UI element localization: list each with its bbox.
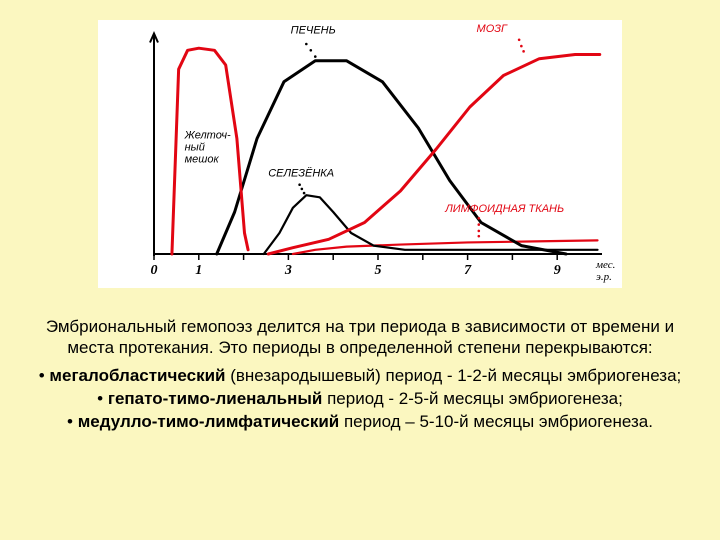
- bullet-1-rest: (внезародышевый) период - 1-2-й месяцы э…: [230, 366, 681, 385]
- svg-text:ЛИМФОИДНАЯ ТКАНЬ: ЛИМФОИДНАЯ ТКАНЬ: [444, 203, 564, 215]
- svg-text:Желточ-: Желточ-: [184, 130, 231, 142]
- bullet-list: мегалобластический (внезародышевый) пери…: [30, 365, 690, 433]
- svg-text:СЕЛЕЗЁНКА: СЕЛЕЗЁНКА: [268, 167, 334, 179]
- svg-text:7: 7: [464, 263, 472, 278]
- svg-text:0: 0: [151, 263, 158, 278]
- bullet-3-rest: период – 5-10-й месяцы эмбриогенеза.: [344, 412, 653, 431]
- bullet-2: гепато-тимо-лиенальный период - 2-5-й ме…: [30, 388, 690, 409]
- chart-panel: 0 1 3 5 7 9 мес.э.р. Желточ-ныймешок ПЕЧЕНЬ СЕЛЕЗ…: [98, 20, 622, 288]
- svg-text:э.р.: э.р.: [596, 271, 612, 283]
- bullet-3: медулло-тимо-лимфатический период – 5-10…: [30, 411, 690, 432]
- svg-text:мешок: мешок: [185, 154, 220, 166]
- bullet-2-rest: период - 2-5-й месяцы эмбриогенеза;: [322, 389, 622, 408]
- chart-container: 0 1 3 5 7 9 мес.э.р. Желточ-ныймешок ПЕЧЕНЬ СЕЛЕЗ…: [30, 20, 690, 288]
- hematopoiesis-chart: 0 1 3 5 7 9 мес.э.р. Желточ-ныймешок ПЕЧЕНЬ СЕЛЕЗ…: [98, 20, 622, 288]
- svg-text:МОЗГ: МОЗГ: [477, 23, 508, 35]
- svg-text:9: 9: [554, 263, 561, 278]
- svg-text:5: 5: [375, 263, 382, 278]
- bullet-3-bold: медулло-тимо-лимфатический: [78, 412, 344, 431]
- bullet-1: мегалобластический (внезародышевый) пери…: [30, 365, 690, 386]
- svg-text:ПЕЧЕНЬ: ПЕЧЕНЬ: [291, 25, 336, 37]
- bullet-1-bold: мегалобластический: [49, 366, 230, 385]
- svg-text:ный: ный: [185, 142, 205, 154]
- intro-paragraph: Эмбриональный гемопоэз делится на три пе…: [30, 316, 690, 359]
- svg-text:1: 1: [195, 263, 202, 278]
- svg-text:мес.: мес.: [595, 259, 615, 271]
- svg-text:3: 3: [284, 263, 292, 278]
- slide-page: 0 1 3 5 7 9 мес.э.р. Желточ-ныймешок ПЕЧЕНЬ СЕЛЕЗ…: [0, 0, 720, 540]
- svg-text:КРАСНЫЙ КОСТНЫЙ: КРАСНЫЙ КОСТНЫЙ: [477, 20, 588, 22]
- bullet-2-bold: гепато-тимо-лиенальный: [108, 389, 323, 408]
